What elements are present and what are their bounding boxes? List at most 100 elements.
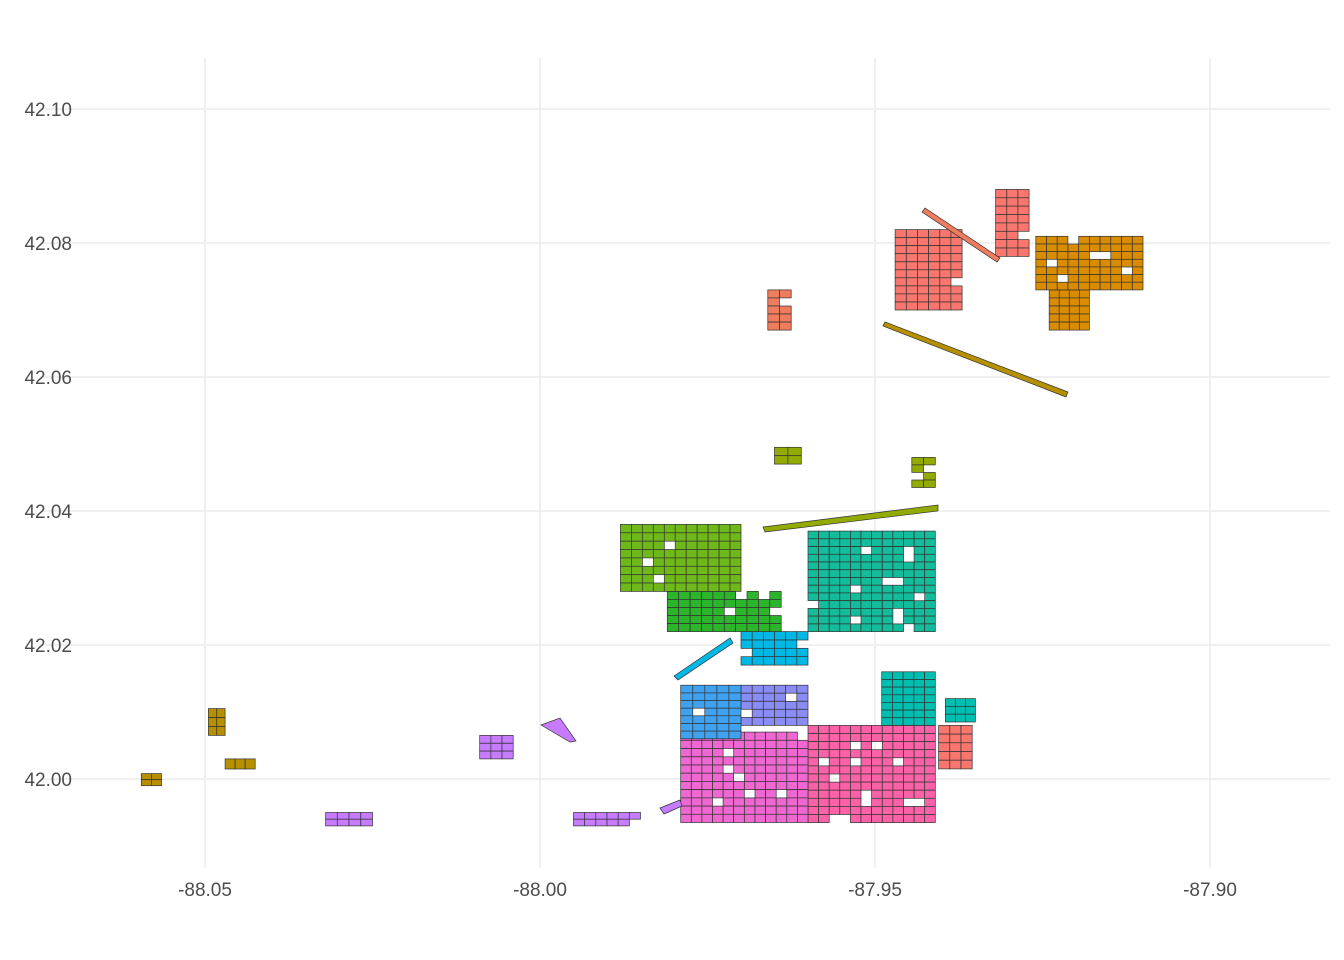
parcel: [1078, 289, 1090, 299]
parcel: [769, 599, 782, 608]
region-blue: [680, 684, 742, 740]
parcel: [924, 717, 936, 726]
parcel: [769, 623, 782, 632]
parcel: [839, 546, 851, 555]
parcel: [839, 608, 851, 617]
parcel: [913, 694, 925, 703]
parcel: [839, 781, 851, 791]
parcel: [924, 623, 936, 632]
parcel: [881, 600, 894, 609]
parcel: [224, 758, 236, 770]
parcel: [735, 615, 748, 624]
parcel: [1068, 313, 1080, 323]
parcel: [938, 742, 951, 752]
parcel: [839, 757, 851, 767]
parcel: [892, 814, 904, 823]
parcel: [894, 229, 907, 238]
parcel: [692, 700, 706, 709]
parcel: [797, 797, 809, 807]
parcel: [839, 561, 851, 571]
parcel: [939, 269, 952, 279]
parcel: [1046, 251, 1058, 260]
parcel: [923, 479, 936, 488]
parcel: [740, 631, 753, 641]
parcel: [1131, 266, 1144, 275]
parcel: [924, 530, 936, 540]
parcel: [818, 765, 830, 775]
x-tick-label: -87.95: [848, 880, 902, 901]
parcel: [839, 765, 851, 775]
parcel: [807, 789, 819, 799]
parcel: [807, 773, 819, 783]
parcel: [828, 553, 841, 563]
parcel: [1017, 247, 1030, 257]
parcel: [807, 757, 819, 767]
parcel: [924, 577, 936, 586]
parcel: [839, 773, 851, 783]
parcel: [871, 530, 883, 540]
parcel: [692, 692, 706, 701]
parcel: [917, 293, 929, 303]
parcel: [949, 759, 962, 770]
parcel: [775, 748, 788, 758]
parcel: [652, 565, 665, 576]
parcel: [786, 781, 798, 790]
parcel: [762, 656, 775, 666]
parcel: [751, 647, 764, 658]
parcel: [924, 789, 936, 799]
parcel: [839, 592, 851, 601]
parcel: [905, 237, 918, 246]
parcel: [663, 574, 676, 584]
parcel: [828, 781, 841, 791]
parcel: [871, 608, 883, 617]
parcel: [1006, 189, 1019, 199]
parcel: [871, 615, 883, 625]
parcel: [924, 797, 936, 807]
parcel: [881, 561, 894, 571]
parcel: [692, 684, 706, 694]
parcel: [779, 305, 792, 315]
parcel: [839, 789, 851, 799]
parcel: [751, 717, 764, 726]
parcel: [850, 789, 862, 799]
parcel: [151, 773, 162, 780]
region-green_light: [620, 524, 742, 592]
parcel: [674, 540, 687, 550]
parcel: [902, 702, 915, 711]
parcel: [924, 671, 936, 680]
parcel: [1067, 266, 1080, 275]
parcel: [797, 772, 809, 782]
parcel: [905, 277, 918, 287]
parcel: [765, 772, 777, 782]
parcel: [924, 765, 936, 775]
parcel: [796, 717, 809, 726]
parcel: [1046, 266, 1058, 275]
parcel: [765, 781, 777, 790]
parcel: [723, 599, 737, 608]
parcel: [584, 818, 597, 827]
parcel: [1058, 313, 1070, 323]
parcel: [1056, 235, 1069, 245]
parcel: [595, 812, 608, 820]
parcel: [881, 615, 894, 625]
parcel: [807, 577, 819, 586]
parcel: [850, 577, 862, 586]
parcel: [758, 623, 771, 632]
parcel: [1056, 266, 1069, 275]
parcel: [892, 789, 904, 799]
parcel: [913, 584, 926, 594]
parcel: [718, 574, 731, 584]
parcel: [871, 584, 883, 594]
parcel: [839, 600, 851, 609]
parcel: [1110, 281, 1122, 291]
parcel: [1058, 289, 1070, 299]
parcel: [807, 814, 819, 823]
parcel: [620, 532, 632, 542]
parcel: [751, 656, 764, 666]
parcel: [208, 708, 218, 718]
parcel: [785, 684, 798, 694]
parcel: [775, 813, 788, 823]
parcel: [765, 756, 777, 766]
parcel: [860, 749, 872, 759]
parcel: [807, 741, 819, 751]
